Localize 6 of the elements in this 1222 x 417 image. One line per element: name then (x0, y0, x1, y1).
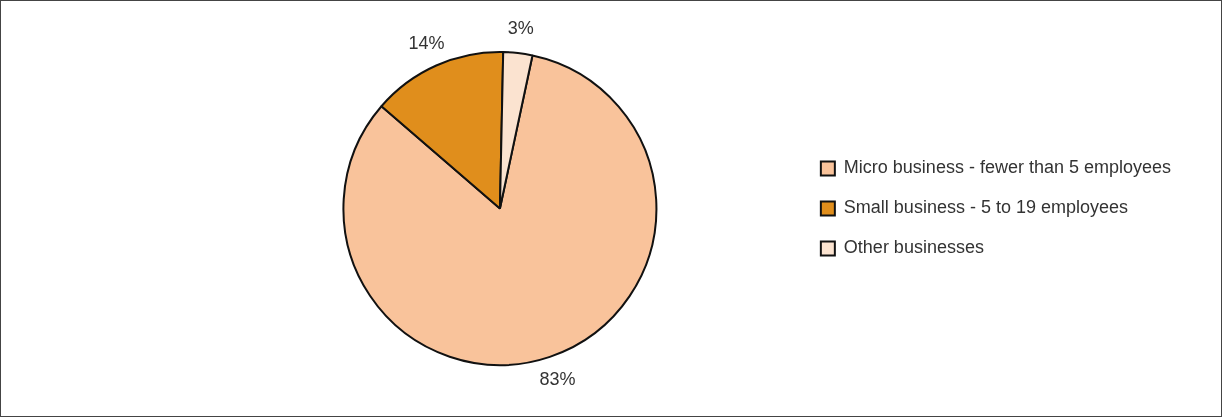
data-label: 83% (539, 368, 576, 389)
legend-label: Small business - 5 to 19 employees (843, 197, 1129, 218)
legend-label: Other businesses (843, 237, 984, 258)
legend-label: Micro business - fewer than 5 employees (843, 157, 1172, 178)
data-label: 3% (507, 18, 534, 39)
data-label: 14% (408, 32, 445, 53)
